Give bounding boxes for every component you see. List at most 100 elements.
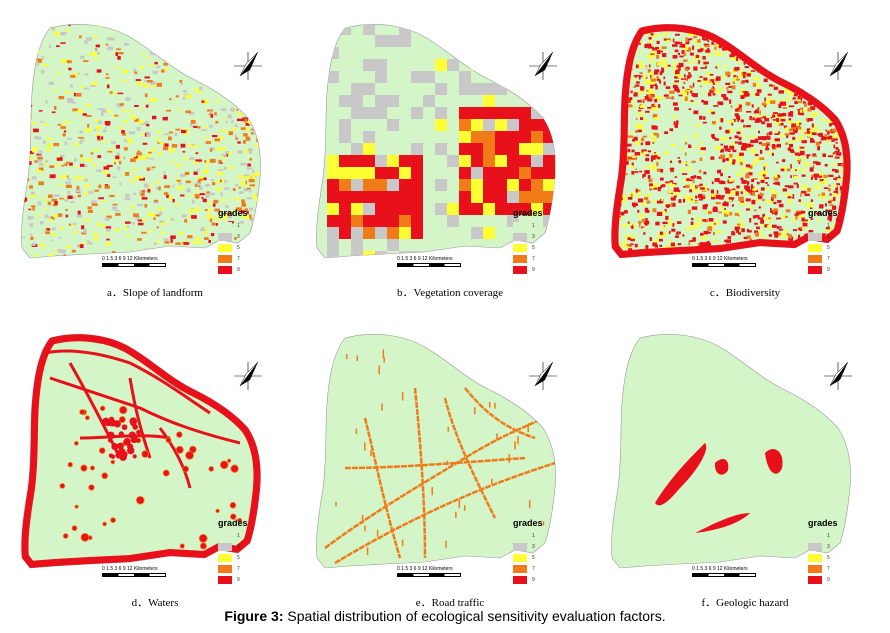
legend-swatch bbox=[218, 266, 232, 274]
legend-item: 1 bbox=[218, 221, 248, 231]
scale-bar: 0 1.5 3 6 9 12 Kilometers bbox=[397, 256, 461, 267]
legend: grades 1 3 5 7 9 bbox=[808, 208, 838, 276]
north-arrow-icon bbox=[234, 361, 262, 390]
legend-label: 1 bbox=[827, 533, 830, 539]
legend-label: 7 bbox=[827, 256, 830, 262]
legend-swatch bbox=[513, 532, 527, 540]
map-panel: grades 1 3 5 7 9 0 1.5 3 6 9 12 Kilometers f．Ge… bbox=[600, 318, 890, 618]
scale-bar-unit: Kilometers bbox=[723, 256, 748, 262]
legend-label: 5 bbox=[532, 245, 535, 251]
legend-label: 7 bbox=[827, 566, 830, 572]
scale-bar: 0 1.5 3 6 9 12 Kilometers bbox=[397, 566, 461, 577]
map-svg bbox=[611, 24, 852, 259]
scale-bar-unit: Kilometers bbox=[133, 256, 158, 262]
legend-label: 1 bbox=[532, 533, 535, 539]
legend-label: 1 bbox=[827, 223, 830, 229]
legend-item: 1 bbox=[513, 221, 543, 231]
figure-label: Figure 3: bbox=[224, 608, 284, 624]
scale-bar-ticks: 0 1.5 3 6 9 12 bbox=[102, 256, 134, 262]
legend-swatch bbox=[218, 255, 232, 263]
legend-swatch bbox=[808, 233, 822, 241]
scale-bar: 0 1.5 3 6 9 12 Kilometers bbox=[692, 566, 756, 577]
scale-bar-graphic bbox=[102, 263, 166, 267]
panel-caption: a．Slope of landform bbox=[107, 287, 203, 299]
north-arrow-icon bbox=[529, 361, 557, 390]
legend-swatch bbox=[218, 244, 232, 252]
legend-label: 9 bbox=[827, 577, 830, 583]
legend-swatch bbox=[808, 532, 822, 540]
legend-swatch bbox=[218, 576, 232, 584]
legend-item: 9 bbox=[808, 575, 838, 585]
legend-item: 5 bbox=[513, 553, 543, 563]
legend-label: 5 bbox=[827, 555, 830, 561]
legend-item: 9 bbox=[513, 575, 543, 585]
legend-swatch bbox=[808, 554, 822, 562]
legend-label: 1 bbox=[237, 223, 240, 229]
panel-caption: d．Waters bbox=[131, 597, 179, 609]
scale-bar-graphic bbox=[397, 263, 461, 267]
north-arrow-icon bbox=[234, 51, 262, 80]
legend-swatch bbox=[218, 554, 232, 562]
legend-swatch bbox=[808, 543, 822, 551]
legend-label: 3 bbox=[827, 544, 830, 550]
panel-caption: f．Geologic hazard bbox=[701, 597, 789, 609]
legend-label: 1 bbox=[532, 223, 535, 229]
legend-item: 1 bbox=[808, 221, 838, 231]
scale-bar-unit: Kilometers bbox=[133, 566, 158, 572]
legend-item: 9 bbox=[218, 265, 248, 275]
legend-item: 3 bbox=[808, 542, 838, 552]
legend-label: 9 bbox=[827, 267, 830, 273]
map-layer bbox=[655, 443, 783, 533]
legend-label: 7 bbox=[237, 566, 240, 572]
scale-bar-ticks: 0 1.5 3 6 9 12 bbox=[397, 256, 429, 262]
scale-bar-unit: Kilometers bbox=[428, 256, 453, 262]
legend-label: 3 bbox=[237, 544, 240, 550]
legend-item: 5 bbox=[218, 553, 248, 563]
legend-swatch bbox=[218, 222, 232, 230]
figure-caption-text: Spatial distribution of ecological sensi… bbox=[283, 608, 666, 624]
legend-label: 1 bbox=[237, 533, 240, 539]
legend-swatch bbox=[218, 233, 232, 241]
legend-item: 7 bbox=[513, 564, 543, 574]
legend-item: 3 bbox=[513, 232, 543, 242]
legend-label: 3 bbox=[532, 234, 535, 240]
legend: grades 1 3 5 7 9 bbox=[218, 518, 248, 586]
legend-swatch bbox=[513, 565, 527, 573]
scale-bar-ticks: 0 1.5 3 6 9 12 bbox=[102, 566, 134, 572]
legend-item: 3 bbox=[218, 232, 248, 242]
legend-title: grades bbox=[218, 208, 248, 218]
legend-label: 5 bbox=[237, 245, 240, 251]
legend-title: grades bbox=[218, 518, 248, 528]
legend-item: 3 bbox=[513, 542, 543, 552]
legend-item: 9 bbox=[513, 265, 543, 275]
legend: grades 1 3 5 7 9 bbox=[513, 208, 543, 276]
legend-swatch bbox=[513, 266, 527, 274]
map-panel: grades 1 3 5 7 9 0 1.5 3 6 9 12 Kilometers d．Wa… bbox=[10, 318, 300, 618]
map-svg bbox=[21, 334, 262, 569]
legend-swatch bbox=[513, 543, 527, 551]
legend-item: 7 bbox=[808, 254, 838, 264]
legend-title: grades bbox=[513, 518, 543, 528]
legend-item: 3 bbox=[808, 232, 838, 242]
legend-swatch bbox=[218, 532, 232, 540]
legend-item: 9 bbox=[808, 265, 838, 275]
panel-caption: b．Vegetation coverage bbox=[397, 287, 503, 299]
legend-item: 1 bbox=[513, 531, 543, 541]
legend-label: 5 bbox=[532, 555, 535, 561]
scale-bar-unit: Kilometers bbox=[428, 566, 453, 572]
scale-bar: 0 1.5 3 6 9 12 Kilometers bbox=[102, 256, 166, 267]
legend-label: 3 bbox=[532, 544, 535, 550]
legend-item: 5 bbox=[513, 243, 543, 253]
map-svg bbox=[316, 334, 557, 569]
map-svg bbox=[21, 24, 262, 259]
legend-swatch bbox=[513, 233, 527, 241]
map-panel: grades 1 3 5 7 9 0 1.5 3 6 9 12 Kilometers b．Ve… bbox=[305, 8, 595, 308]
panel-caption: e．Road traffic bbox=[415, 597, 485, 609]
legend-label: 3 bbox=[827, 234, 830, 240]
legend-swatch bbox=[808, 255, 822, 263]
map-panel: grades 1 3 5 7 9 0 1.5 3 6 9 12 Kilometers a．Sl… bbox=[10, 8, 300, 308]
legend-label: 9 bbox=[532, 267, 535, 273]
legend-swatch bbox=[808, 576, 822, 584]
map-svg bbox=[611, 334, 852, 569]
study-area-base bbox=[316, 334, 556, 569]
